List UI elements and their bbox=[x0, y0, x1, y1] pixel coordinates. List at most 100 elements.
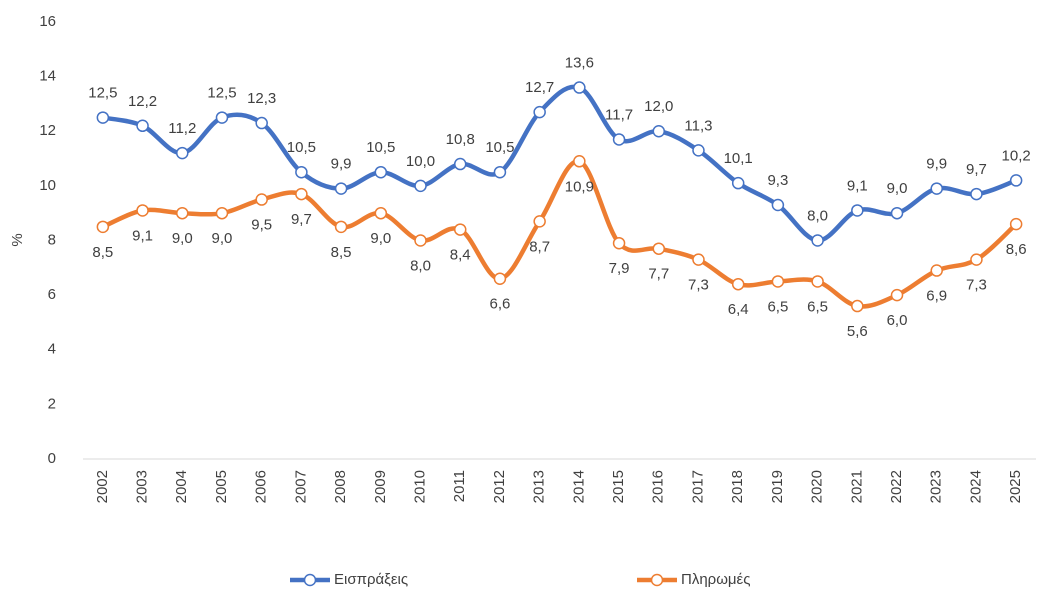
data-label: 6,9 bbox=[926, 288, 947, 305]
data-point bbox=[215, 111, 229, 124]
data-label: 10,5 bbox=[287, 139, 316, 156]
data-point bbox=[771, 198, 785, 212]
data-point bbox=[176, 146, 189, 160]
series-line bbox=[100, 159, 1019, 309]
data-point bbox=[970, 253, 983, 266]
data-point bbox=[374, 165, 388, 179]
data-label: 12,5 bbox=[88, 85, 117, 102]
x-tick-label: 2011 bbox=[451, 470, 468, 502]
data-label: 7,9 bbox=[609, 260, 630, 277]
y-tick-label: 6 bbox=[48, 286, 56, 303]
x-tick-label: 2019 bbox=[769, 470, 786, 503]
legend-marker bbox=[303, 573, 317, 587]
data-point bbox=[136, 119, 149, 133]
data-label: 12,2 bbox=[128, 93, 157, 110]
data-point bbox=[573, 155, 586, 168]
x-tick-label: 2018 bbox=[729, 470, 746, 503]
data-point bbox=[652, 242, 666, 255]
x-tick-label: 2005 bbox=[213, 470, 230, 503]
data-point bbox=[811, 275, 824, 288]
data-label: 8,5 bbox=[92, 244, 113, 261]
data-label: 12,7 bbox=[525, 79, 554, 96]
data-label: 9,7 bbox=[966, 161, 987, 178]
x-tick-label: 2021 bbox=[848, 470, 865, 503]
data-label: 6,5 bbox=[807, 298, 828, 315]
data-point bbox=[612, 133, 626, 146]
data-label: 8,5 bbox=[331, 244, 352, 261]
x-tick-label: 2023 bbox=[928, 470, 945, 503]
data-label: 9,9 bbox=[926, 156, 947, 173]
x-tick-label: 2007 bbox=[292, 470, 309, 503]
y-tick-label: 16 bbox=[39, 13, 56, 30]
x-tick-label: 2010 bbox=[411, 470, 428, 503]
x-tick-label: 2003 bbox=[134, 470, 151, 503]
data-point bbox=[255, 116, 268, 130]
data-point bbox=[970, 187, 983, 201]
data-label: 8,4 bbox=[450, 247, 471, 264]
data-label: 13,6 bbox=[565, 55, 594, 72]
data-point bbox=[851, 204, 864, 217]
legend-label: Εισπράξεις bbox=[334, 571, 408, 588]
data-point bbox=[136, 204, 149, 217]
data-point bbox=[771, 275, 785, 288]
y-tick-label: 4 bbox=[48, 341, 56, 358]
data-label: 6,5 bbox=[767, 298, 788, 315]
data-point bbox=[612, 236, 626, 250]
x-tick-label: 2006 bbox=[253, 470, 270, 503]
x-tick-label: 2024 bbox=[967, 470, 984, 503]
data-point bbox=[374, 206, 388, 220]
x-tick-label: 2012 bbox=[491, 470, 508, 503]
y-tick-label: 2 bbox=[48, 395, 56, 412]
y-tick-label: 0 bbox=[48, 450, 56, 467]
data-label: 9,7 bbox=[291, 211, 312, 228]
data-point bbox=[295, 187, 308, 201]
data-point bbox=[453, 223, 467, 236]
data-label: 7,3 bbox=[688, 277, 709, 294]
data-label: 10,5 bbox=[485, 139, 514, 156]
data-point bbox=[334, 182, 348, 195]
x-tick-label: 2002 bbox=[94, 470, 111, 503]
data-point bbox=[573, 81, 586, 94]
data-label: 9,0 bbox=[370, 230, 391, 247]
data-label: 10,9 bbox=[565, 178, 594, 195]
data-label: 10,1 bbox=[724, 150, 753, 167]
data-label: 11,3 bbox=[684, 117, 712, 134]
data-label: 8,6 bbox=[1006, 241, 1027, 258]
data-point bbox=[930, 264, 943, 277]
data-point bbox=[295, 165, 308, 179]
data-point bbox=[1009, 174, 1023, 187]
data-label: 10,2 bbox=[1002, 147, 1031, 164]
data-point bbox=[176, 206, 189, 220]
data-label: 10,8 bbox=[446, 131, 475, 148]
data-point bbox=[96, 220, 110, 234]
legend-label: Πληρωμές bbox=[681, 571, 750, 588]
data-label: 5,6 bbox=[847, 323, 868, 340]
data-point bbox=[215, 206, 229, 220]
data-label: 9,0 bbox=[887, 180, 908, 197]
data-point bbox=[930, 182, 943, 195]
x-tick-label: 2025 bbox=[1007, 470, 1024, 503]
data-point bbox=[533, 105, 546, 119]
data-label: 10,5 bbox=[366, 139, 395, 156]
x-tick-label: 2020 bbox=[809, 470, 826, 503]
data-label: 10,0 bbox=[406, 153, 435, 170]
data-label: 8,7 bbox=[529, 238, 550, 255]
data-label: 7,3 bbox=[966, 277, 987, 294]
data-point bbox=[692, 253, 705, 266]
data-label: 12,3 bbox=[247, 90, 276, 107]
data-label: 11,2 bbox=[168, 120, 196, 137]
data-label: 6,4 bbox=[728, 301, 749, 318]
data-point bbox=[414, 234, 427, 247]
data-label: 9,5 bbox=[251, 217, 272, 234]
data-point bbox=[255, 193, 268, 206]
data-point bbox=[453, 157, 467, 171]
series-line bbox=[100, 84, 1019, 243]
data-label: 8,0 bbox=[410, 257, 431, 274]
data-label: 12,0 bbox=[644, 98, 673, 115]
data-point bbox=[890, 206, 904, 220]
data-label: 6,6 bbox=[490, 296, 511, 313]
data-label: 9,9 bbox=[331, 156, 352, 173]
x-tick-label: 2017 bbox=[689, 470, 706, 503]
x-tick-label: 2015 bbox=[610, 470, 627, 503]
